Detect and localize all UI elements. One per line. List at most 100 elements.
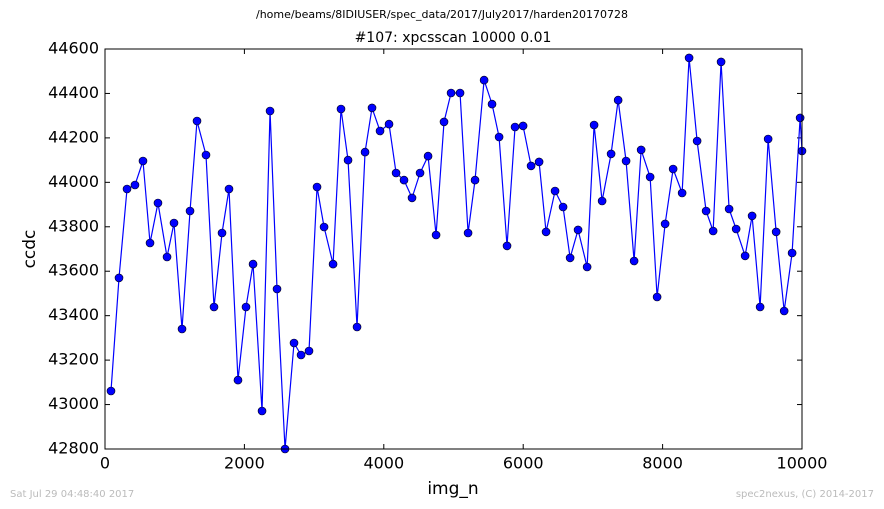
y-tick-label: 43000 (48, 394, 99, 413)
data-point (446, 88, 456, 98)
data-point (629, 256, 639, 266)
data-point (573, 225, 583, 235)
x-axis-label: img_n (427, 479, 478, 499)
footer-left: Sat Jul 29 04:48:40 2017 (10, 489, 134, 500)
data-point (138, 156, 148, 166)
data-point (352, 322, 362, 332)
data-point (130, 180, 140, 190)
data-point (177, 324, 187, 334)
data-point (606, 149, 616, 159)
data-point (763, 134, 773, 144)
data-point (319, 222, 329, 232)
data-point (747, 211, 757, 221)
data-point (731, 224, 741, 234)
y-tick-label: 43200 (48, 350, 99, 369)
data-point (289, 338, 299, 348)
data-point (541, 227, 551, 237)
data-point (526, 161, 536, 171)
data-point (384, 119, 394, 129)
data-point (708, 226, 718, 236)
y-tick-label: 44600 (48, 39, 99, 58)
data-point (185, 206, 195, 216)
data-point (296, 350, 306, 360)
data-point (272, 284, 282, 294)
data-point (582, 262, 592, 272)
data-point (660, 219, 670, 229)
data-point (304, 346, 314, 356)
data-point (455, 88, 465, 98)
data-point (502, 241, 512, 251)
data-point (636, 145, 646, 155)
data-point (145, 238, 155, 248)
data-point (558, 202, 568, 212)
data-point (312, 182, 322, 192)
data-point (787, 248, 797, 258)
y-tick-label: 44000 (48, 172, 99, 191)
y-axis-label: ccdc (20, 230, 40, 269)
y-tick-label: 43400 (48, 305, 99, 324)
data-point (645, 172, 655, 182)
data-point (701, 206, 711, 216)
plot-frame (104, 48, 803, 450)
data-point (265, 106, 275, 116)
data-point (162, 252, 172, 262)
data-point (407, 193, 417, 203)
data-point (518, 121, 528, 131)
data-point (534, 157, 544, 167)
data-point (463, 228, 473, 238)
data-point (233, 375, 243, 385)
data-point (621, 156, 631, 166)
data-point (439, 117, 449, 127)
y-tick-label: 43600 (48, 261, 99, 280)
data-point (668, 164, 678, 174)
data-point (209, 302, 219, 312)
data-point (510, 122, 520, 132)
data-point (248, 259, 258, 269)
y-tick-label: 42800 (48, 439, 99, 458)
data-point (431, 230, 441, 240)
data-point (470, 175, 480, 185)
x-tick-label: 8000 (642, 454, 683, 473)
data-point (724, 204, 734, 214)
data-point (114, 273, 124, 283)
data-point (565, 253, 575, 263)
data-point (201, 150, 211, 160)
y-tick-label: 44400 (48, 83, 99, 102)
data-point (343, 155, 353, 165)
data-point (613, 95, 623, 105)
data-point (328, 259, 338, 269)
data-point (479, 75, 489, 85)
data-point (257, 406, 267, 416)
data-point (423, 151, 433, 161)
data-point (740, 251, 750, 261)
suptitle: /home/beams/8IDIUSER/spec_data/2017/July… (256, 8, 628, 21)
data-point (755, 302, 765, 312)
x-tick-label: 2000 (224, 454, 265, 473)
x-tick-label: 6000 (503, 454, 544, 473)
data-point (217, 228, 227, 238)
footer-right: spec2nexus, (C) 2014-2017 (736, 489, 874, 500)
data-point (550, 186, 560, 196)
data-point (192, 116, 202, 126)
data-point (224, 184, 234, 194)
data-point (795, 113, 805, 123)
data-point (677, 188, 687, 198)
data-point (684, 53, 694, 63)
data-point (399, 175, 409, 185)
x-tick-label: 4000 (363, 454, 404, 473)
data-point (367, 103, 377, 113)
data-point (241, 302, 251, 312)
chart-title: #107: xpcsscan 10000 0.01 (355, 30, 552, 46)
data-point (597, 196, 607, 206)
y-tick-label: 44200 (48, 127, 99, 146)
data-point (415, 168, 425, 178)
data-point (106, 386, 116, 396)
data-point (487, 99, 497, 109)
data-point (153, 198, 163, 208)
data-point (589, 120, 599, 130)
data-line (110, 57, 803, 450)
data-point (692, 136, 702, 146)
data-point (771, 227, 781, 237)
